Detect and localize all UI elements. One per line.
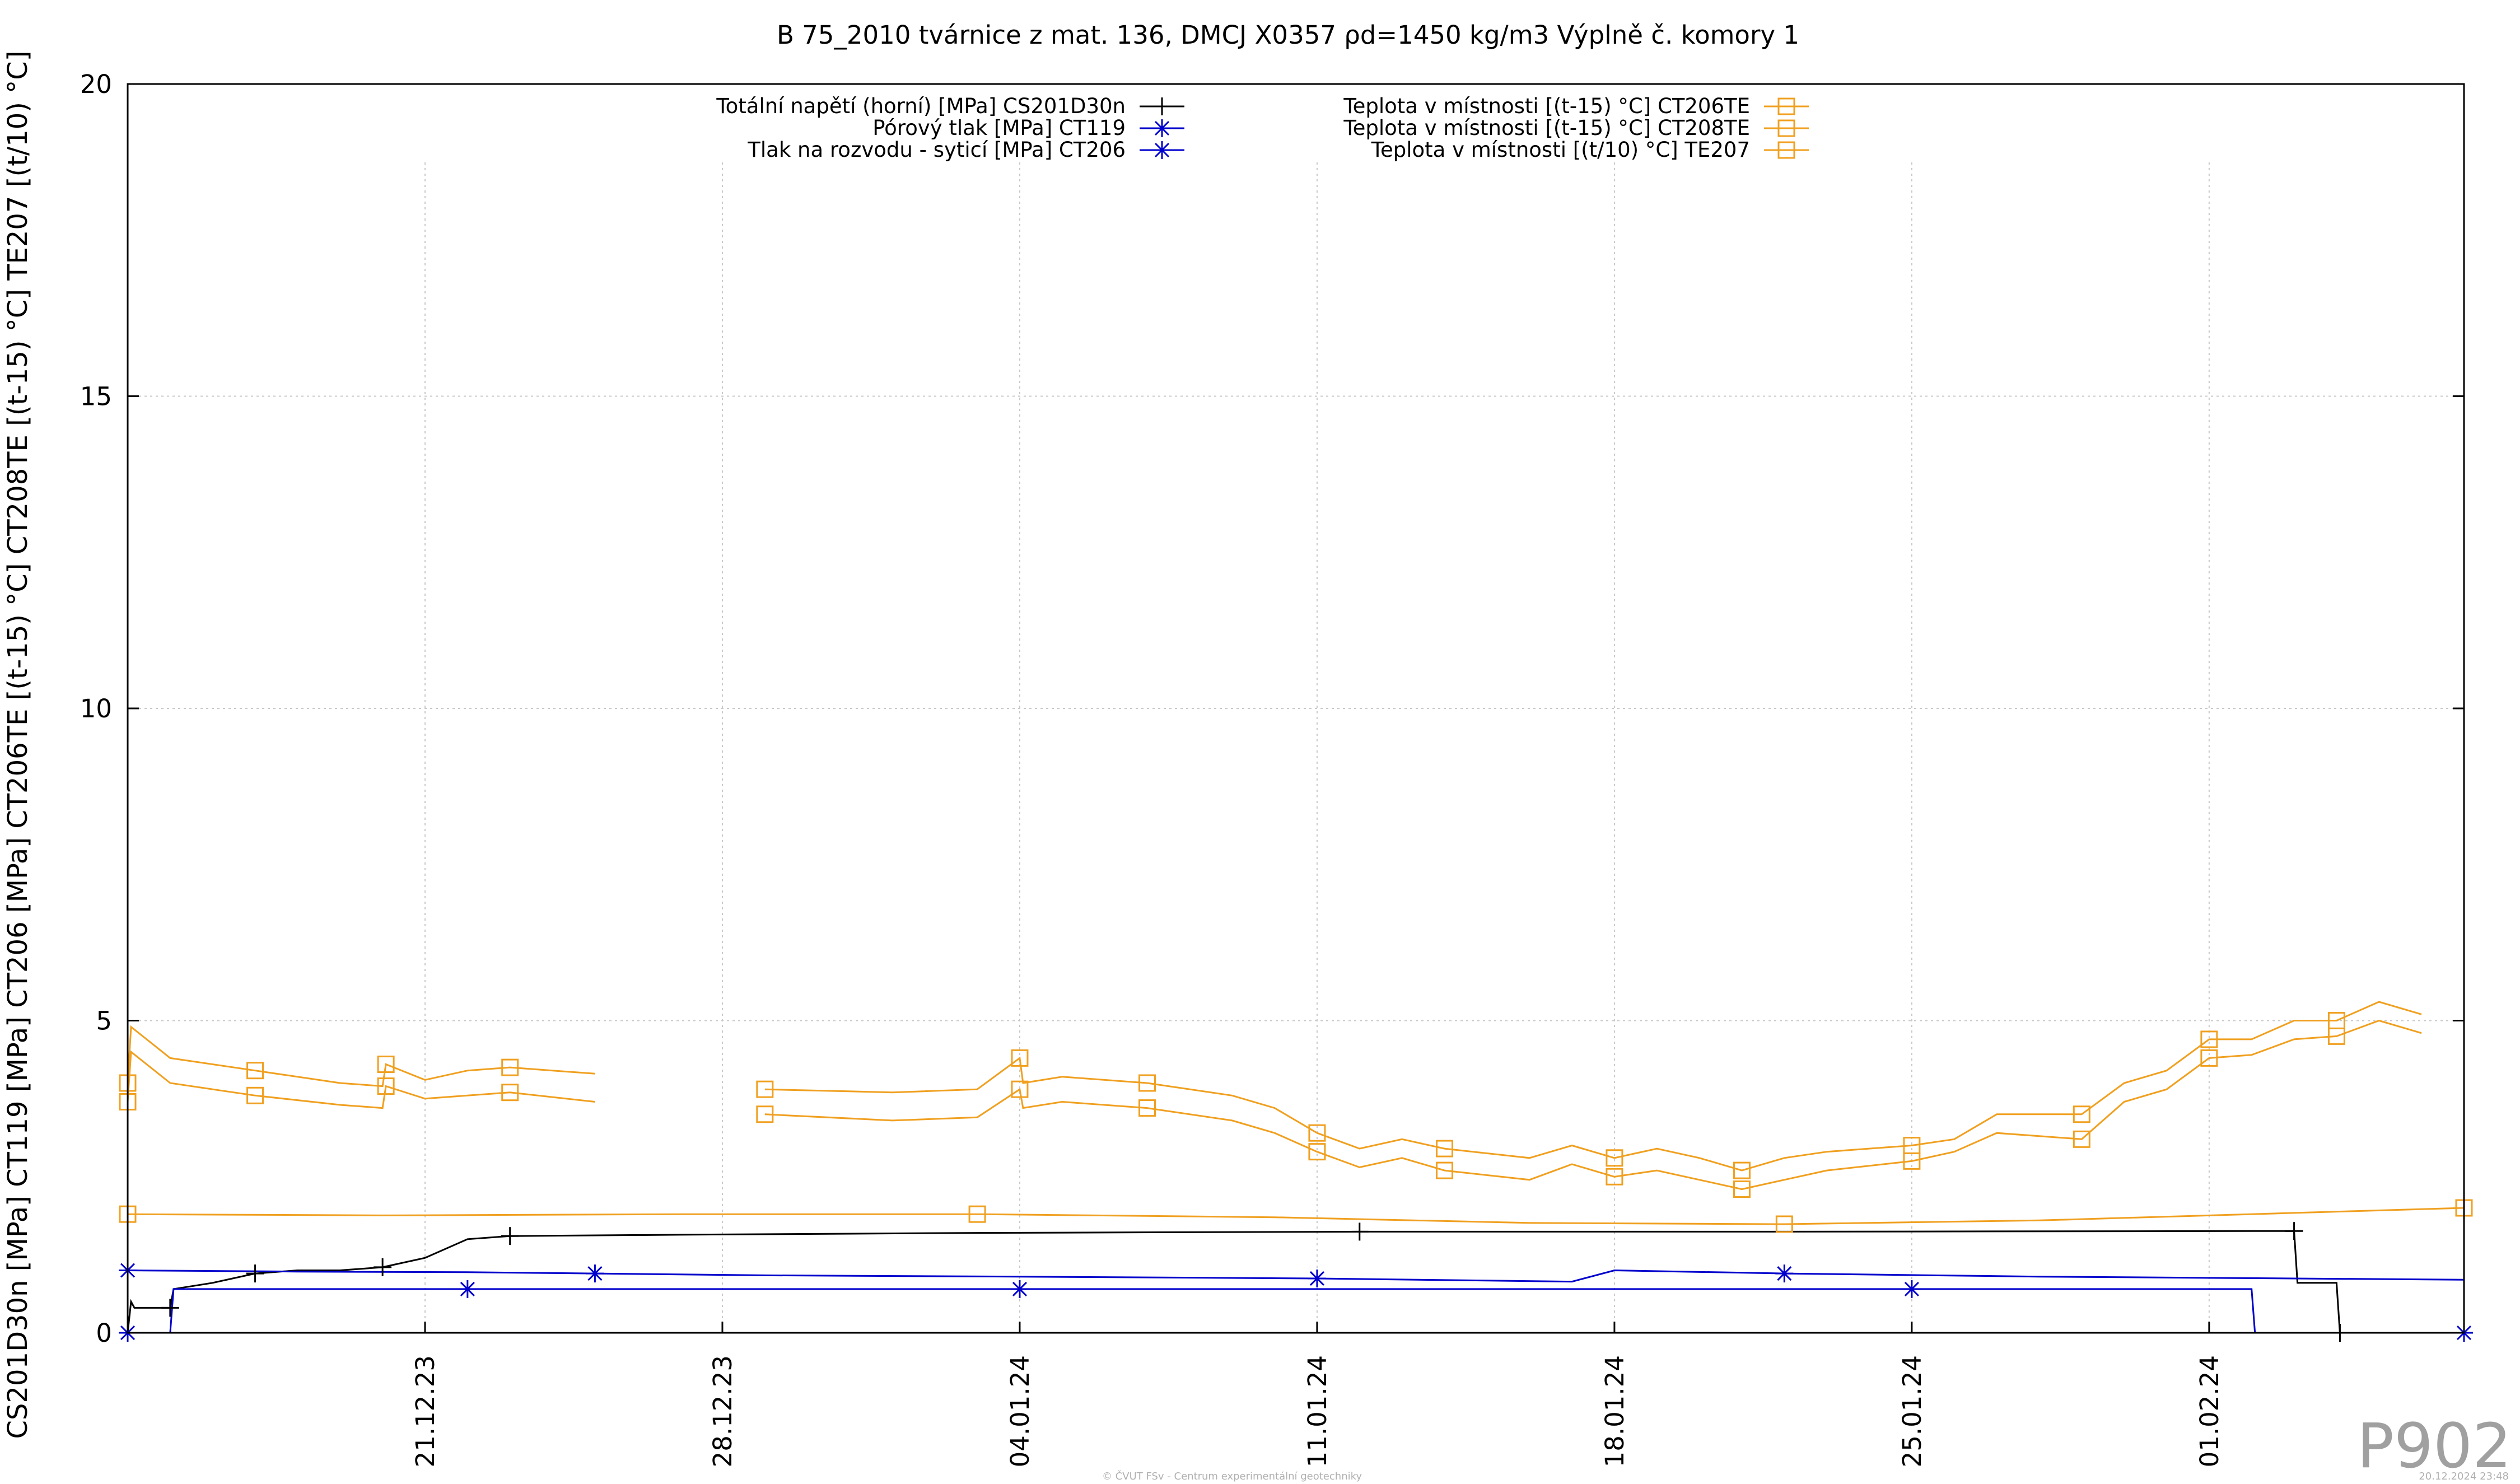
legend-swatch-marker bbox=[1153, 141, 1171, 159]
series-line-4 bbox=[127, 1025, 595, 1088]
y-tick-label: 10 bbox=[80, 694, 112, 724]
series-marker-4 bbox=[377, 1056, 395, 1074]
series-marker-4 bbox=[1308, 1124, 1326, 1142]
series-marker-1 bbox=[374, 1258, 392, 1276]
series-marker-4 bbox=[1138, 1074, 1156, 1092]
series-marker-3 bbox=[586, 1264, 604, 1283]
series-marker-1 bbox=[1350, 1222, 1369, 1241]
legend-label: Totální napětí (horní) [MPa] CS201D30n bbox=[716, 94, 1126, 118]
series-line-2 bbox=[128, 1288, 2464, 1334]
series-marker-2 bbox=[458, 1280, 477, 1298]
series-marker-4 bbox=[1606, 1149, 1623, 1167]
x-tick-label: 04.01.24 bbox=[1005, 1355, 1035, 1467]
series-marker-1 bbox=[2285, 1222, 2303, 1240]
series-line-3 bbox=[127, 1269, 2465, 1283]
series-marker-5 bbox=[246, 1086, 264, 1104]
x-tick-label: 01.02.24 bbox=[2195, 1355, 2224, 1467]
series-line-5 bbox=[764, 1019, 2422, 1191]
x-tick-label: 11.01.24 bbox=[1303, 1355, 1332, 1467]
legend-swatch-marker bbox=[1153, 119, 1171, 137]
series-marker-5 bbox=[501, 1084, 519, 1102]
y-tick-label: 15 bbox=[80, 382, 112, 412]
series-marker-5 bbox=[1606, 1168, 1623, 1186]
grid bbox=[128, 162, 2464, 1333]
series-marker-4 bbox=[1011, 1049, 1029, 1067]
tick-layer: 0 5 10 15 20 21.12.23 28.12.23 04.01.24 11.01.24… bbox=[80, 69, 2464, 1467]
y-tick-label: 20 bbox=[80, 69, 112, 99]
series-marker-1 bbox=[501, 1227, 519, 1245]
series-marker-2 bbox=[1010, 1280, 1029, 1298]
y-tick-label: 5 bbox=[96, 1006, 112, 1036]
series-marker-1 bbox=[246, 1264, 264, 1283]
series-marker-4 bbox=[246, 1062, 264, 1080]
legend-swatch-marker bbox=[1777, 141, 1795, 159]
legend-label: Teplota v místnosti [(t/10) °C] TE207 bbox=[1371, 138, 1750, 162]
y-axis-label: CS201D30n [MPa] CT119 [MPa] CT206 [MPa] … bbox=[2, 50, 34, 1439]
plot-border bbox=[127, 83, 2465, 1334]
timestamp: 20.12.2024 23:48 bbox=[2419, 1471, 2509, 1482]
series-marker-4 bbox=[2200, 1030, 2218, 1048]
series-line-4 bbox=[764, 1001, 2422, 1172]
series-marker-5 bbox=[1011, 1080, 1029, 1098]
series-marker-5 bbox=[1733, 1180, 1751, 1198]
legend-swatch-marker bbox=[1153, 97, 1171, 115]
copyright-note: © ČVUT FSv - Centrum experimentální geot… bbox=[1102, 1470, 1362, 1482]
series-line-5 bbox=[127, 1050, 595, 1109]
series-marker-5 bbox=[2327, 1027, 2345, 1045]
marker-layer bbox=[119, 1012, 2473, 1342]
series-marker-5 bbox=[1138, 1099, 1156, 1117]
legend-label: Tlak na rozvodu - syticí [MPa] CT206 bbox=[747, 138, 1126, 162]
series-marker-4 bbox=[2073, 1105, 2090, 1123]
series-marker-5 bbox=[1308, 1143, 1326, 1161]
series-marker-4 bbox=[756, 1080, 774, 1098]
series-marker-5 bbox=[377, 1077, 395, 1095]
series-marker-4 bbox=[1435, 1140, 1453, 1158]
series-line-1 bbox=[127, 1230, 2464, 1334]
series-marker-5 bbox=[2073, 1130, 2090, 1148]
x-tick-label: 21.12.23 bbox=[410, 1355, 440, 1467]
chart-title: B 75_2010 tvárnice z mat. 136, DMCJ X035… bbox=[777, 20, 1799, 50]
series-marker-2 bbox=[1902, 1280, 1921, 1298]
series-marker-6 bbox=[968, 1205, 986, 1223]
x-tick-label: 18.01.24 bbox=[1600, 1355, 1630, 1467]
legend-label: Teplota v místnosti [(t-15) °C] CT208TE bbox=[1343, 116, 1750, 140]
series-marker-5 bbox=[1903, 1152, 1921, 1170]
x-tick-label: 25.01.24 bbox=[1897, 1355, 1927, 1467]
series-line-6 bbox=[127, 1207, 2465, 1225]
series-marker-5 bbox=[2200, 1049, 2218, 1067]
legend-label: Pórový tlak [MPa] CT119 bbox=[872, 116, 1126, 140]
series-marker-4 bbox=[501, 1058, 519, 1076]
series-marker-6 bbox=[1775, 1215, 1793, 1233]
series-marker-1 bbox=[161, 1299, 179, 1317]
legend: Totální napětí (horní) [MPa] CS201D30nPó… bbox=[716, 94, 1809, 162]
sheet-id: P902 bbox=[2357, 1410, 2512, 1482]
series-layer bbox=[127, 1001, 2465, 1334]
legend-swatch-marker bbox=[1777, 119, 1795, 137]
series-marker-4 bbox=[1733, 1161, 1751, 1179]
x-tick-label: 28.12.23 bbox=[708, 1355, 738, 1467]
series-marker-3 bbox=[1775, 1264, 1794, 1283]
series-marker-5 bbox=[1435, 1161, 1453, 1179]
y-tick-label: 0 bbox=[96, 1318, 112, 1348]
series-marker-5 bbox=[756, 1105, 774, 1123]
series-marker-3 bbox=[1308, 1269, 1326, 1287]
legend-label: Teplota v místnosti [(t-15) °C] CT206TE bbox=[1343, 94, 1750, 118]
legend-swatch-marker bbox=[1777, 97, 1795, 115]
